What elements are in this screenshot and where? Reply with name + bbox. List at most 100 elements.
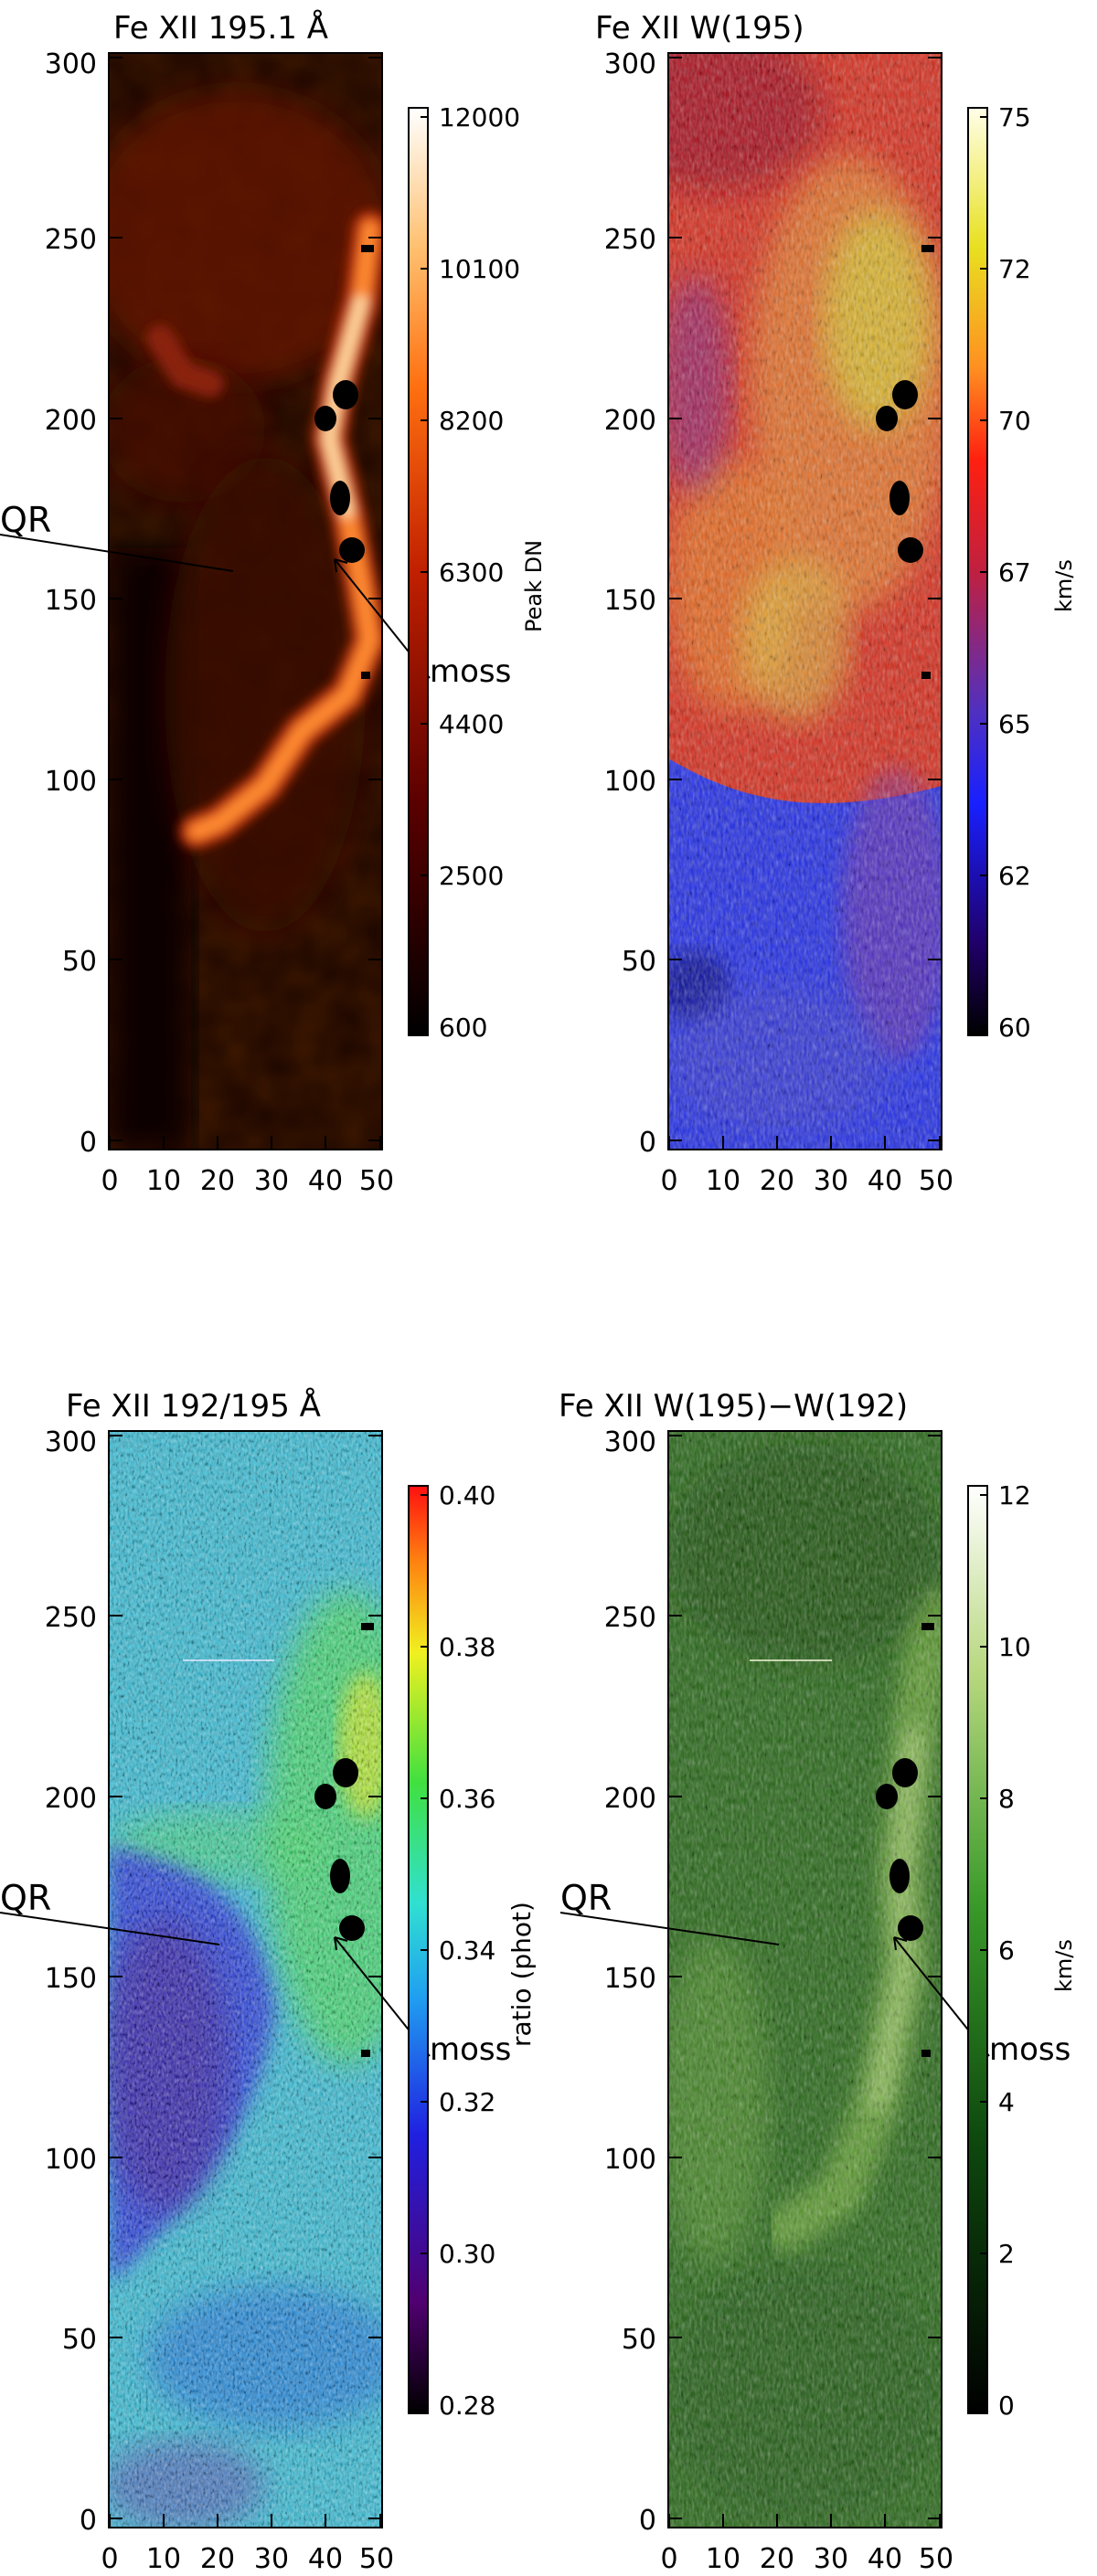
colorbar-label: km/s bbox=[1051, 1939, 1077, 1992]
panel-width-difference: Fe XII W(195)−W(192) bbox=[559, 1388, 1077, 2575]
intensity-x-ticks bbox=[109, 1136, 381, 1150]
colorbar-tick-label: 600 bbox=[439, 1012, 487, 1043]
moss-arrow-head bbox=[334, 558, 348, 573]
x-tick-label: 30 bbox=[254, 1165, 289, 1197]
intensity-colorbar: 12000 10100 8200 6300 4400 2500 600 Peak… bbox=[408, 102, 547, 1043]
colorbar-tick-label: 0.40 bbox=[439, 1480, 495, 1511]
colorbar-tick-label: 0.32 bbox=[439, 2087, 495, 2117]
colorbar-tick-label: 6 bbox=[998, 1935, 1015, 1966]
x-tick-label: 40 bbox=[308, 1165, 343, 1197]
y-tick-label: 100 bbox=[45, 766, 97, 798]
x-tick-label: 40 bbox=[868, 2543, 902, 2575]
y-tick-label: 150 bbox=[604, 585, 656, 617]
x-tick-label: 0 bbox=[660, 1165, 677, 1197]
width-difference-colorbar: 12 10 8 6 4 2 0 km/s bbox=[967, 1480, 1077, 2421]
colorbar-tick-label: 2 bbox=[998, 2239, 1015, 2269]
qr-label: QR bbox=[560, 1878, 612, 1918]
colorbar-tick-label: 8 bbox=[998, 1784, 1015, 1814]
x-tick-label: 10 bbox=[706, 2543, 740, 2575]
y-tick-label: 250 bbox=[604, 224, 656, 256]
width-difference-map bbox=[668, 1431, 942, 2528]
panel-width-difference-title: Fe XII W(195)−W(192) bbox=[559, 1388, 908, 1425]
y-tick-label: 100 bbox=[45, 2144, 97, 2176]
colorbar-tick-label: 0.36 bbox=[439, 1784, 495, 1814]
y-tick-label: 250 bbox=[45, 1602, 97, 1634]
colorbar-tick-label: 60 bbox=[998, 1012, 1031, 1043]
colorbar-tick-label: 0.38 bbox=[439, 1632, 495, 1662]
moss-label: moss bbox=[430, 653, 511, 690]
y-tick-label: 300 bbox=[45, 48, 97, 80]
x-tick-label: 20 bbox=[760, 2543, 794, 2575]
y-tick-label: 150 bbox=[604, 1963, 656, 1995]
colorbar-tick-label: 62 bbox=[998, 861, 1031, 891]
x-tick-label: 40 bbox=[868, 1165, 902, 1197]
y-tick-label: 50 bbox=[622, 2324, 656, 2356]
colorbar-tick-label: 0.34 bbox=[439, 1935, 495, 1966]
x-tick-label: 20 bbox=[200, 1165, 235, 1197]
panel-ratio: Fe XII 192/195 Å bbox=[0, 1387, 537, 2575]
x-tick-label: 30 bbox=[814, 1165, 848, 1197]
colorbar-tick-label: 2500 bbox=[439, 861, 504, 891]
ratio-colorbar: 0.40 0.38 0.36 0.34 0.32 0.30 0.28 ratio… bbox=[408, 1480, 537, 2421]
y-tick-label: 0 bbox=[80, 2505, 97, 2537]
panel-ratio-title: Fe XII 192/195 Å bbox=[66, 1387, 321, 1425]
width-difference-frame bbox=[667, 1430, 943, 2528]
ratio-x-ticks bbox=[109, 2514, 381, 2528]
colorbar-label: ratio (phot) bbox=[506, 1902, 537, 2047]
colorbar-tick-label: 67 bbox=[998, 557, 1031, 588]
x-tick-label: 50 bbox=[919, 2543, 953, 2575]
y-tick-label: 250 bbox=[604, 1602, 656, 1634]
moss-label: moss bbox=[430, 2031, 511, 2068]
x-tick-label: 0 bbox=[101, 1165, 118, 1197]
colorbar-tick-label: 12000 bbox=[439, 102, 520, 133]
x-tick-label: 50 bbox=[919, 1165, 953, 1197]
ratio-y-ticks bbox=[109, 1435, 382, 2519]
moss-arrow-head bbox=[334, 1936, 348, 1951]
panel-intensity: Fe XII 195.1 Å bbox=[0, 9, 547, 1197]
x-tick-label: 10 bbox=[706, 1165, 740, 1197]
colorbar-tick-label: 65 bbox=[998, 709, 1031, 739]
width-x-ticks bbox=[668, 1136, 941, 1150]
colorbar-tick-label: 70 bbox=[998, 406, 1031, 436]
intensity-frame bbox=[108, 52, 383, 1150]
qr-pointer-line bbox=[0, 1912, 220, 1945]
colorbar-tick-label: 4 bbox=[998, 2087, 1015, 2117]
colorbar-tick-label: 10 bbox=[998, 1632, 1031, 1662]
colorbar-tick-label: 0 bbox=[998, 2390, 1015, 2421]
qr-pointer-line bbox=[0, 534, 234, 572]
x-tick-label: 0 bbox=[101, 2543, 118, 2575]
width-y-ticks bbox=[668, 57, 942, 1141]
y-tick-label: 0 bbox=[639, 2505, 656, 2537]
y-tick-label: 200 bbox=[604, 405, 656, 437]
panel-width: Fe XII W(195) bbox=[595, 10, 1077, 1197]
x-tick-label: 20 bbox=[760, 1165, 794, 1197]
y-tick-label: 300 bbox=[604, 1426, 656, 1458]
colorbar-tick-label: 75 bbox=[998, 102, 1031, 133]
y-tick-label: 150 bbox=[45, 585, 97, 617]
y-tick-label: 0 bbox=[80, 1127, 97, 1159]
y-tick-label: 300 bbox=[45, 1426, 97, 1458]
width-difference-x-ticks bbox=[668, 2514, 941, 2528]
y-tick-label: 150 bbox=[45, 1963, 97, 1995]
intensity-annotations: QR moss bbox=[0, 500, 511, 690]
intensity-map bbox=[109, 53, 382, 1150]
colorbar-tick-label: 0.28 bbox=[439, 2390, 495, 2421]
y-tick-label: 300 bbox=[604, 48, 656, 80]
y-tick-label: 100 bbox=[604, 2144, 656, 2176]
width-colorbar: 75 72 70 67 65 62 60 km/s bbox=[967, 102, 1077, 1043]
qr-label: QR bbox=[0, 1878, 51, 1918]
ratio-annotations: QR moss bbox=[0, 1878, 511, 2068]
width-map bbox=[668, 53, 942, 1150]
ratio-frame bbox=[108, 1430, 383, 2528]
moss-arrow-head bbox=[893, 1936, 908, 1951]
moss-label: moss bbox=[989, 2031, 1070, 2068]
panel-width-title: Fe XII W(195) bbox=[595, 10, 804, 47]
colorbar-tick-label: 12 bbox=[998, 1480, 1031, 1511]
colorbar-tick-label: 72 bbox=[998, 254, 1031, 284]
x-tick-label: 20 bbox=[200, 2543, 235, 2575]
x-tick-label: 30 bbox=[814, 2543, 848, 2575]
y-tick-label: 100 bbox=[604, 766, 656, 798]
colorbar-tick-label: 0.30 bbox=[439, 2239, 495, 2269]
qr-pointer-line bbox=[559, 1912, 780, 1945]
